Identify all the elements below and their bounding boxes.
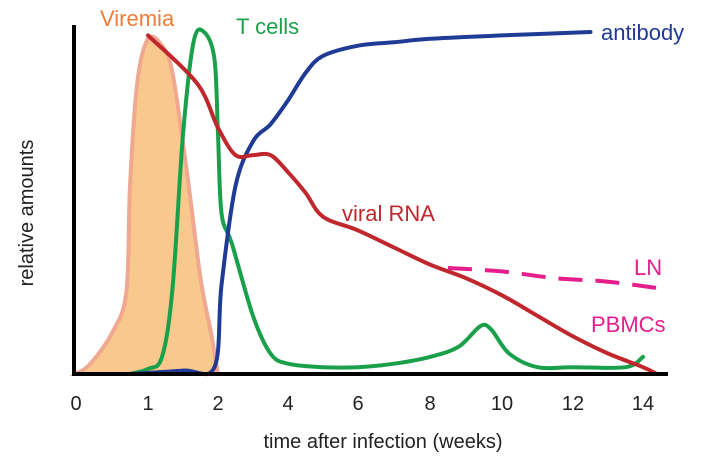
x-tick-label: 14 bbox=[632, 393, 654, 415]
axes-layer bbox=[72, 25, 668, 376]
annotation-pbmcs: PBMCs bbox=[591, 312, 666, 337]
x-tick-label: 2 bbox=[212, 393, 223, 415]
x-tick-label: 8 bbox=[424, 393, 435, 415]
series-viremia-area bbox=[69, 34, 221, 376]
x-tick-labels: 0 1 2 4 6 8 10 12 14 bbox=[70, 393, 654, 415]
x-axis-label: time after infection (weeks) bbox=[264, 431, 503, 453]
y-axis-label: relative amounts bbox=[16, 140, 38, 287]
x-tick-label: 1 bbox=[142, 393, 153, 415]
series-viral-rna-line bbox=[146, 33, 659, 376]
series-layer bbox=[69, 27, 661, 377]
x-tick-label: 10 bbox=[491, 393, 513, 415]
annotation-antibody: antibody bbox=[601, 20, 684, 45]
series-t-cells-line bbox=[128, 27, 645, 376]
annotation-t-cells: T cells bbox=[236, 14, 299, 39]
series-antibody-line bbox=[128, 30, 593, 377]
x-tick-label: 4 bbox=[282, 393, 293, 415]
x-tick-label: 0 bbox=[70, 393, 81, 415]
x-tick-label: 6 bbox=[352, 393, 363, 415]
x-tick-label: 12 bbox=[562, 393, 584, 415]
annotation-ln: LN bbox=[634, 255, 662, 280]
annotation-viremia: Viremia bbox=[100, 6, 175, 31]
annotation-viral-rna: viral RNA bbox=[342, 201, 435, 226]
